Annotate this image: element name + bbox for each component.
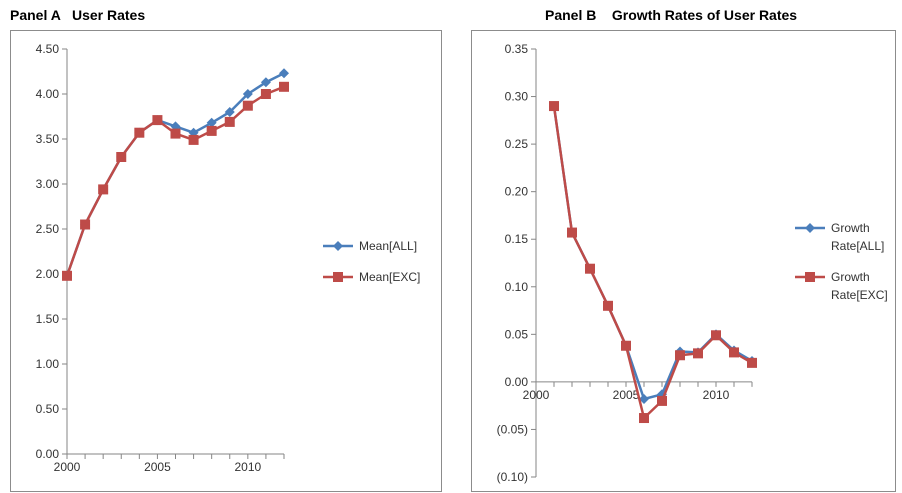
y-tick-label: 0.30 xyxy=(505,90,529,104)
y-tick-label: 0.50 xyxy=(36,402,60,416)
y-tick-label: 2.50 xyxy=(36,222,60,236)
x-tick-label: 2005 xyxy=(613,388,640,402)
y-tick-label: 0.15 xyxy=(505,232,529,246)
legend-marker-square xyxy=(805,272,815,282)
data-point-square xyxy=(549,101,559,112)
data-point-square xyxy=(693,348,703,359)
data-point-square xyxy=(747,357,757,368)
y-tick-label: 0.35 xyxy=(505,42,529,56)
y-tick-label: 1.00 xyxy=(36,357,60,371)
panel-b-plot: (0.10) (0.05) 0.00 0.05 0.10 0.15 0.20 0.25 0.30… xyxy=(497,42,888,484)
data-point-square xyxy=(152,115,163,126)
y-tick-label: 4.00 xyxy=(36,87,60,101)
data-point-square xyxy=(206,125,217,136)
x-tick-label: 2005 xyxy=(144,460,171,474)
legend-marker-diamond xyxy=(333,241,343,251)
data-point-square xyxy=(729,347,739,358)
legend-label: Mean[EXC] xyxy=(359,270,420,284)
y-tick-label: 0.10 xyxy=(505,280,529,294)
data-point-square xyxy=(603,300,613,311)
x-tick-label: 2010 xyxy=(703,388,730,402)
data-point-square xyxy=(224,116,235,127)
data-point-square xyxy=(639,413,649,424)
y-tick-label: 0.00 xyxy=(36,447,60,461)
y-tick-label: 0.05 xyxy=(505,327,529,341)
legend-marker-square xyxy=(333,272,343,282)
y-tick-label: 4.50 xyxy=(36,42,60,56)
data-point-diamond xyxy=(242,89,253,99)
data-point-square xyxy=(711,330,721,341)
data-point-diamond xyxy=(279,68,289,79)
data-point-square xyxy=(116,152,127,162)
x-tick-label: 2000 xyxy=(54,460,81,474)
data-point-diamond xyxy=(224,107,235,117)
data-point-square xyxy=(657,395,667,406)
data-point-square xyxy=(170,128,181,139)
series-line xyxy=(552,105,753,401)
data-point-square xyxy=(134,127,145,138)
data-point-square xyxy=(260,89,271,99)
y-tick-label: 3.50 xyxy=(36,132,60,146)
data-point-square xyxy=(62,270,72,281)
data-point-diamond xyxy=(639,394,649,405)
data-point-diamond xyxy=(260,77,271,88)
y-tick-label: 1.50 xyxy=(36,312,60,326)
panel-b-title: Panel B Growth Rates of User Rates xyxy=(545,7,798,23)
x-tick-label: 2010 xyxy=(234,460,261,474)
data-point-square xyxy=(242,100,253,111)
panel-a-chart-frame xyxy=(10,30,442,492)
y-tick-label: 0.20 xyxy=(505,185,529,199)
series-line xyxy=(552,105,753,420)
data-point-square xyxy=(80,219,91,230)
legend-label: Growth Rate[EXC] xyxy=(831,270,888,302)
y-tick-label: 2.00 xyxy=(36,267,60,281)
y-tick-label: 0.00 xyxy=(505,375,529,389)
data-point-square xyxy=(188,134,199,145)
data-point-square xyxy=(585,263,595,274)
y-tick-label: (0.05) xyxy=(497,422,528,436)
data-point-square xyxy=(675,350,685,361)
data-point-square xyxy=(621,340,631,351)
panel-b-chart-frame xyxy=(471,30,896,492)
data-point-square xyxy=(567,227,577,238)
panel-a-title: Panel A User Rates xyxy=(10,7,146,23)
data-point-diamond xyxy=(206,117,217,128)
panel-a-plot: 0.00 0.50 1.00 1.50 2.00 2.50 3.00 3.50 4.00 4.50… xyxy=(36,42,421,474)
y-tick-label: 3.00 xyxy=(36,177,60,191)
legend-marker-diamond xyxy=(805,223,815,233)
y-tick-label: (0.10) xyxy=(497,470,528,484)
y-tick-label: 0.25 xyxy=(505,137,529,151)
data-point-square xyxy=(279,81,289,92)
legend-label: Growth Rate[ALL] xyxy=(831,221,884,253)
x-tick-label: 2000 xyxy=(523,388,550,402)
series-line xyxy=(65,85,285,277)
legend-label: Mean[ALL] xyxy=(359,239,417,253)
data-point-square xyxy=(98,184,109,195)
